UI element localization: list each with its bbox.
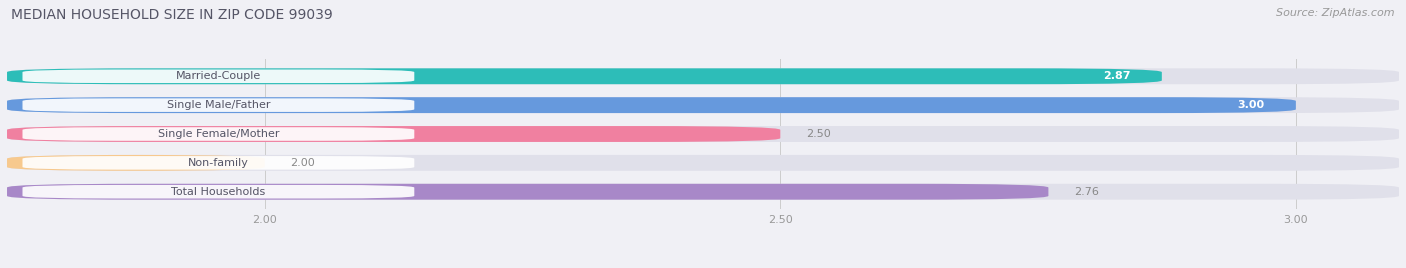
Text: Married-Couple: Married-Couple — [176, 71, 262, 81]
FancyBboxPatch shape — [7, 97, 1399, 113]
FancyBboxPatch shape — [7, 184, 1049, 200]
FancyBboxPatch shape — [22, 185, 415, 199]
Text: MEDIAN HOUSEHOLD SIZE IN ZIP CODE 99039: MEDIAN HOUSEHOLD SIZE IN ZIP CODE 99039 — [11, 8, 333, 22]
FancyBboxPatch shape — [7, 155, 264, 171]
FancyBboxPatch shape — [22, 69, 415, 83]
Text: 2.76: 2.76 — [1074, 187, 1099, 197]
FancyBboxPatch shape — [7, 97, 1296, 113]
Text: Source: ZipAtlas.com: Source: ZipAtlas.com — [1277, 8, 1395, 18]
Text: Single Male/Father: Single Male/Father — [167, 100, 270, 110]
FancyBboxPatch shape — [22, 127, 415, 141]
FancyBboxPatch shape — [7, 126, 780, 142]
FancyBboxPatch shape — [7, 155, 1399, 171]
FancyBboxPatch shape — [7, 184, 1399, 200]
Text: 3.00: 3.00 — [1237, 100, 1265, 110]
FancyBboxPatch shape — [22, 156, 415, 170]
FancyBboxPatch shape — [22, 98, 415, 112]
FancyBboxPatch shape — [7, 126, 1399, 142]
Text: 2.50: 2.50 — [806, 129, 831, 139]
Text: 2.87: 2.87 — [1104, 71, 1130, 81]
Text: 2.00: 2.00 — [291, 158, 315, 168]
Text: Total Households: Total Households — [172, 187, 266, 197]
FancyBboxPatch shape — [7, 68, 1161, 84]
FancyBboxPatch shape — [7, 68, 1399, 84]
Text: Single Female/Mother: Single Female/Mother — [157, 129, 280, 139]
Text: Non-family: Non-family — [188, 158, 249, 168]
